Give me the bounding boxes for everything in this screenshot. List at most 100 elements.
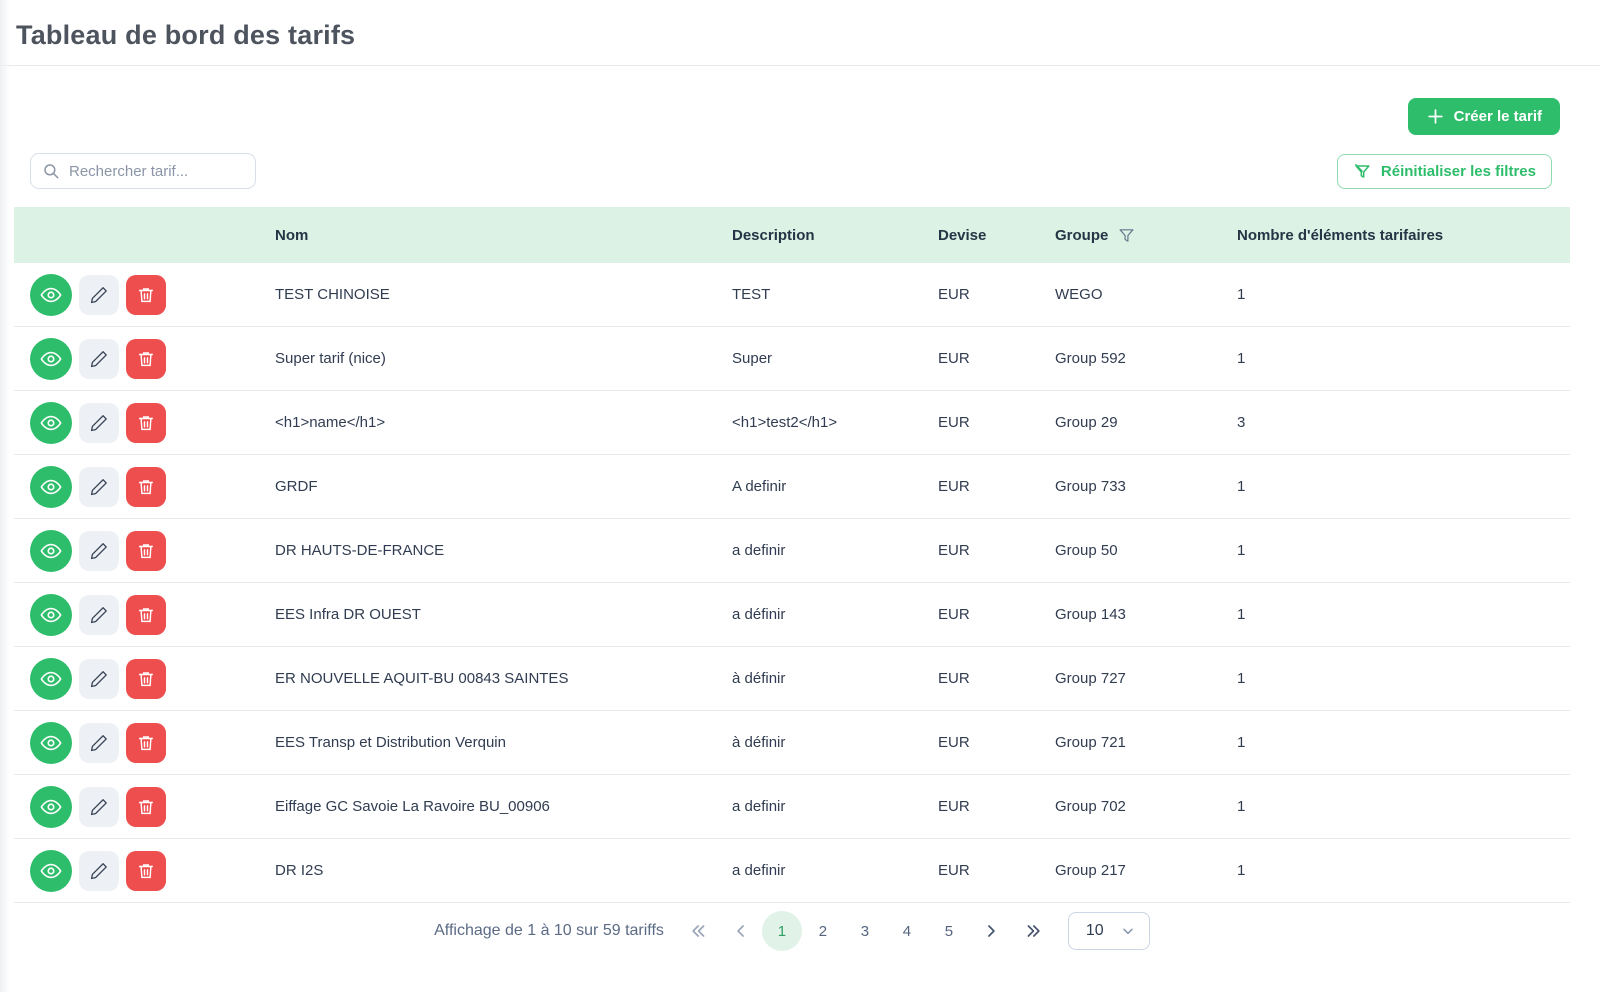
tariff-group: Group 217	[1055, 862, 1126, 879]
trash-icon	[137, 478, 155, 496]
reset-filters-button[interactable]: Réinitialiser les filtres	[1336, 154, 1552, 189]
view-button[interactable]	[30, 721, 72, 764]
delete-button[interactable]	[126, 722, 166, 763]
delete-button[interactable]	[126, 594, 166, 635]
tariff-name: DR HAUTS-DE-FRANCE	[275, 542, 445, 559]
filter-off-icon	[1353, 162, 1372, 181]
page-button-4[interactable]: 4	[886, 911, 928, 951]
tariff-currency: EUR	[938, 286, 970, 303]
page-button-5[interactable]: 5	[928, 911, 970, 951]
pagination-summary: Affichage de 1 à 10 sur 59 tariffs	[434, 922, 664, 939]
table-row: <h1>name</h1> <h1>test2</h1> EUR Group 2…	[14, 391, 1570, 455]
pencil-icon	[90, 669, 109, 688]
tariff-description: a definir	[732, 798, 786, 815]
tariff-description: Super	[732, 350, 773, 367]
create-tariff-button[interactable]: Créer le tarif	[1407, 98, 1560, 135]
edit-button[interactable]	[79, 274, 119, 315]
edit-button[interactable]	[79, 786, 119, 827]
eye-icon	[40, 540, 62, 562]
delete-button[interactable]	[126, 338, 166, 379]
view-button[interactable]	[30, 273, 72, 316]
search-box[interactable]	[30, 153, 268, 189]
tariff-description: <h1>test2</h1>	[732, 414, 838, 431]
tariff-currency: EUR	[938, 862, 970, 879]
tariff-currency: EUR	[938, 414, 970, 431]
tariff-name: EES Infra DR OUEST	[275, 606, 421, 623]
tariff-name: <h1>name</h1>	[275, 414, 386, 431]
create-tariff-label: Créer le tarif	[1453, 108, 1542, 125]
table-header: Nom Description Devise Groupe Nombre d'é…	[14, 207, 1570, 263]
tariff-currency: EUR	[938, 798, 970, 815]
edit-button[interactable]	[79, 850, 119, 891]
name-column-header: Nom	[275, 226, 309, 244]
description-column-header: Description	[732, 226, 815, 244]
table-row: TEST CHINOISE TEST EUR WEGO 1	[14, 263, 1570, 327]
view-button[interactable]	[30, 529, 72, 572]
tariff-currency: EUR	[938, 606, 970, 623]
trash-icon	[137, 670, 155, 688]
reset-filters-label: Réinitialiser les filtres	[1380, 163, 1536, 180]
eye-icon	[40, 860, 62, 882]
view-button[interactable]	[30, 657, 72, 700]
tariff-count: 1	[1237, 862, 1246, 879]
tariff-table: Nom Description Devise Groupe Nombre d'é…	[14, 207, 1570, 959]
trash-icon	[137, 414, 155, 432]
page-button-3[interactable]: 3	[844, 911, 886, 951]
currency-column-header: Devise	[938, 226, 987, 244]
delete-button[interactable]	[126, 466, 166, 507]
table-row: DR I2S a definir EUR Group 217 1	[14, 839, 1570, 903]
tariff-description: à définir	[732, 670, 786, 687]
delete-button[interactable]	[126, 274, 166, 315]
tariff-count: 1	[1237, 350, 1246, 367]
trash-icon	[137, 606, 155, 624]
trash-icon	[137, 542, 155, 560]
delete-button[interactable]	[126, 850, 166, 891]
eye-icon	[40, 284, 62, 306]
edit-button[interactable]	[79, 594, 119, 635]
edit-button[interactable]	[79, 338, 119, 379]
view-button[interactable]	[30, 401, 72, 444]
previous-page-button[interactable]	[720, 911, 762, 951]
pencil-icon	[90, 733, 109, 752]
search-input[interactable]	[69, 162, 268, 180]
view-button[interactable]	[30, 785, 72, 828]
edit-button[interactable]	[79, 466, 119, 507]
view-button[interactable]	[30, 465, 72, 508]
last-page-button[interactable]	[1012, 911, 1054, 951]
view-button[interactable]	[30, 337, 72, 380]
delete-button[interactable]	[126, 402, 166, 443]
tariff-name: TEST CHINOISE	[275, 286, 390, 303]
page-size-select[interactable]: 10	[1067, 912, 1150, 950]
table-row: Super tarif (nice) Super EUR Group 592 1	[14, 327, 1570, 391]
table-row: GRDF A definir EUR Group 733 1	[14, 455, 1570, 519]
eye-icon	[40, 732, 62, 754]
edit-button[interactable]	[79, 530, 119, 571]
tariff-group: Group 733	[1055, 478, 1126, 495]
chevron-left-icon	[731, 921, 751, 941]
delete-button[interactable]	[126, 786, 166, 827]
delete-button[interactable]	[126, 530, 166, 571]
edit-button[interactable]	[79, 402, 119, 443]
eye-icon	[40, 476, 62, 498]
page-header: Tableau de bord des tarifs	[0, 0, 1600, 66]
chevrons-left-icon	[689, 921, 709, 941]
next-page-button[interactable]	[970, 911, 1012, 951]
edit-button[interactable]	[79, 722, 119, 763]
tariff-count: 1	[1237, 798, 1246, 815]
page-button-1[interactable]: 1	[761, 911, 802, 951]
filter-icon[interactable]	[1118, 227, 1135, 244]
eye-icon	[40, 668, 62, 690]
tariff-count: 3	[1237, 414, 1246, 431]
tariff-count: 1	[1237, 734, 1246, 751]
delete-button[interactable]	[126, 658, 166, 699]
edit-button[interactable]	[79, 658, 119, 699]
table-row: EES Transp et Distribution Verquin à déf…	[14, 711, 1570, 775]
tariff-count: 1	[1237, 606, 1246, 623]
first-page-button[interactable]	[678, 911, 720, 951]
tariff-description: TEST	[732, 286, 771, 303]
tariff-count: 1	[1237, 286, 1246, 303]
view-button[interactable]	[30, 849, 72, 892]
tariff-currency: EUR	[938, 542, 970, 559]
view-button[interactable]	[30, 593, 72, 636]
page-button-2[interactable]: 2	[802, 911, 844, 951]
